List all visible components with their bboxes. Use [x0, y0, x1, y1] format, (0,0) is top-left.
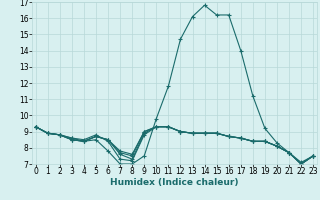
X-axis label: Humidex (Indice chaleur): Humidex (Indice chaleur): [110, 178, 239, 187]
